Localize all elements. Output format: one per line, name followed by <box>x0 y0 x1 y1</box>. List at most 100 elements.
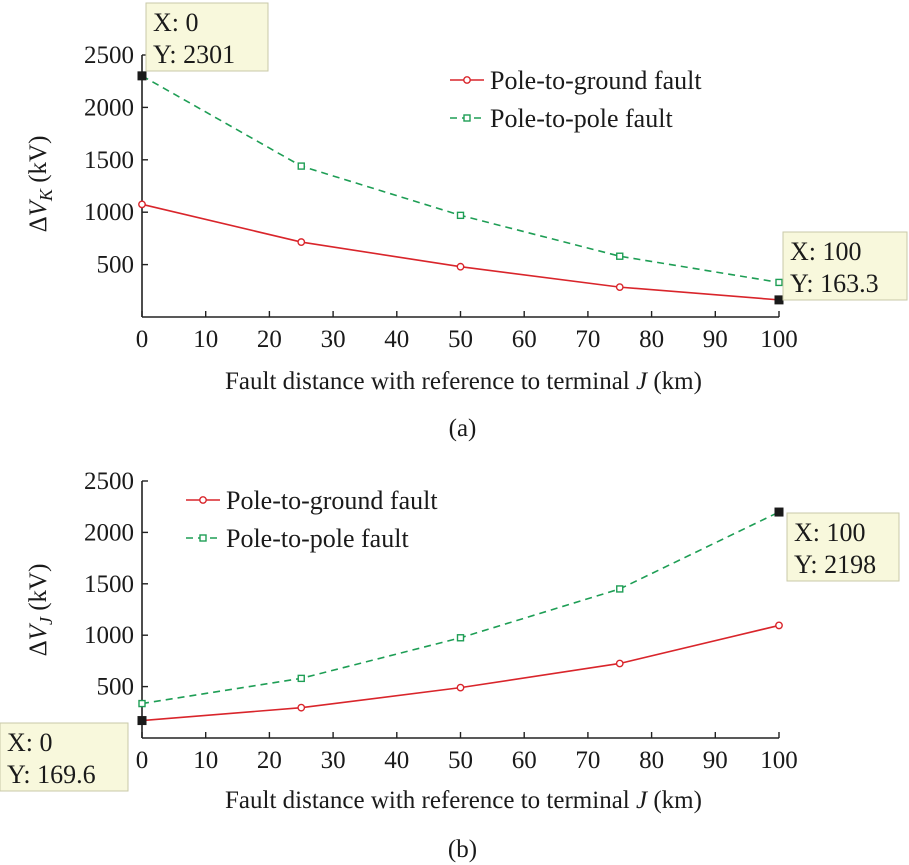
datatip-y: Y: 2198 <box>794 550 876 579</box>
datatip-y: Y: 169.6 <box>7 760 96 789</box>
y-axis-label: ΔVJ (kV) <box>25 564 56 657</box>
y-tick-label: 500 <box>97 674 135 701</box>
legend: Pole-to-ground fault Pole-to-pole fault <box>186 486 438 553</box>
legend: Pole-to-ground fault Pole-to-pole fault <box>450 66 702 133</box>
datatip: X: 0 Y: 169.6 <box>0 716 147 792</box>
x-tick-label: 100 <box>760 326 798 353</box>
datatip-y: Y: 2301 <box>153 40 235 69</box>
x-tick-label: 50 <box>448 326 473 353</box>
legend-label: Pole-to-ground fault <box>226 486 438 515</box>
y-tick-label: 2500 <box>84 468 134 495</box>
datatip: X: 0 Y: 2301 <box>137 2 269 81</box>
x-tick-label: 0 <box>136 326 149 353</box>
datatip-box <box>786 512 900 582</box>
y-tick-label: 1500 <box>84 571 134 598</box>
x-axis-label-prefix: Fault distance with reference to termina… <box>225 368 636 395</box>
x-axis-label-prefix: Fault distance with reference to termina… <box>225 787 636 814</box>
y-axis-label-variable: V <box>25 198 52 216</box>
datatip-x: X: 100 <box>790 237 862 266</box>
x-axis-label: Fault distance with reference to termina… <box>225 787 702 814</box>
datatip-box <box>782 231 908 301</box>
x-tick-label: 50 <box>448 747 473 774</box>
datatip-x: X: 0 <box>7 728 53 757</box>
datatip-x: X: 100 <box>794 518 866 547</box>
datatip-x: X: 0 <box>153 8 199 37</box>
y-tick-label: 2000 <box>84 519 134 546</box>
data-point-circle <box>138 200 146 209</box>
x-tick-label: 90 <box>703 747 728 774</box>
legend-label: Pole-to-pole fault <box>226 524 409 553</box>
data-point-square <box>775 278 783 287</box>
y-axis-label-suffix: (kV) <box>25 564 52 617</box>
y-axis-label-subscript: K <box>36 188 56 202</box>
legend-marker <box>199 534 207 542</box>
x-tick-label: 30 <box>321 747 346 774</box>
y-axis-label: ΔVK (kV) <box>25 136 56 233</box>
x-tick-label: 40 <box>384 747 409 774</box>
x-tick-label: 60 <box>512 326 537 353</box>
x-axis-label-variable: J <box>636 368 649 395</box>
series-pole-to-pole <box>138 72 783 287</box>
data-point-circle <box>615 659 624 668</box>
chart-panel-a: 0 10 20 30 40 50 60 70 80 90 100 500 1000 1500 2000 250… <box>25 2 908 442</box>
data-point-square <box>616 585 624 593</box>
y-tick-label: 2500 <box>84 42 134 69</box>
datatip-y: Y: 163.3 <box>790 269 879 298</box>
datatip-marker <box>137 71 147 81</box>
x-tick-label: 80 <box>639 326 664 353</box>
y-tick-label: 500 <box>97 252 135 279</box>
panel-caption: (a) <box>449 415 477 442</box>
series-line <box>141 75 780 284</box>
x-tick-label: 40 <box>384 326 409 353</box>
datatip-marker <box>137 716 147 726</box>
x-axis-label-suffix: (km) <box>647 368 702 395</box>
data-point-square <box>456 634 465 642</box>
y-tick-label: 2000 <box>84 94 134 121</box>
x-tick-label: 10 <box>193 747 218 774</box>
y-axis-label-subscript: J <box>36 616 56 625</box>
x-tick-label: 100 <box>760 747 798 774</box>
data-point-circle <box>775 621 783 630</box>
x-tick-label: 80 <box>639 747 664 774</box>
y-axis-label-suffix: (kV) <box>25 136 52 189</box>
series-pole-to-ground <box>138 200 783 304</box>
y-tick-label: 1000 <box>84 199 134 226</box>
panel-caption: (b) <box>448 836 477 863</box>
legend-marker <box>199 496 207 504</box>
x-tick-label: 10 <box>193 326 218 353</box>
data-point-circle <box>615 283 624 292</box>
datatip-marker <box>774 295 784 305</box>
chart-panel-b: 0 10 20 30 40 50 60 70 80 90 100 500 1000 1500 2000 250… <box>0 468 900 863</box>
legend-label: Pole-to-pole fault <box>490 104 673 133</box>
legend-marker <box>463 76 471 84</box>
data-point-circle <box>297 703 306 712</box>
x-tick-label: 70 <box>575 747 600 774</box>
data-point-circle <box>456 262 465 271</box>
x-tick-label: 90 <box>703 326 728 353</box>
datatip-box <box>145 2 269 72</box>
x-tick-label: 0 <box>136 747 149 774</box>
x-tick-label: 30 <box>321 326 346 353</box>
x-axis-label-variable: J <box>636 787 649 814</box>
x-tick-label: 20 <box>257 747 282 774</box>
x-tick-label: 60 <box>512 747 537 774</box>
y-tick-label: 1500 <box>84 147 134 174</box>
x-tick-label: 20 <box>257 326 282 353</box>
y-axis-label-prefix: Δ <box>25 640 52 656</box>
datatip-marker <box>774 507 784 517</box>
x-tick-label: 70 <box>575 326 600 353</box>
legend-label: Pole-to-ground fault <box>490 66 702 95</box>
x-axis-label: Fault distance with reference to termina… <box>225 368 702 395</box>
data-point-circle <box>297 238 306 246</box>
y-axis-label-variable: V <box>25 622 52 640</box>
legend-marker <box>463 114 471 122</box>
data-point-square <box>138 699 146 708</box>
data-point-square <box>297 674 305 683</box>
y-axis-label-prefix: Δ <box>25 216 52 232</box>
datatip: X: 100 Y: 163.3 <box>774 231 908 305</box>
datatip: X: 100 Y: 2198 <box>774 507 900 582</box>
y-tick-label: 1000 <box>84 622 134 649</box>
datatip-box <box>0 722 129 792</box>
x-axis-label-suffix: (km) <box>647 787 702 814</box>
